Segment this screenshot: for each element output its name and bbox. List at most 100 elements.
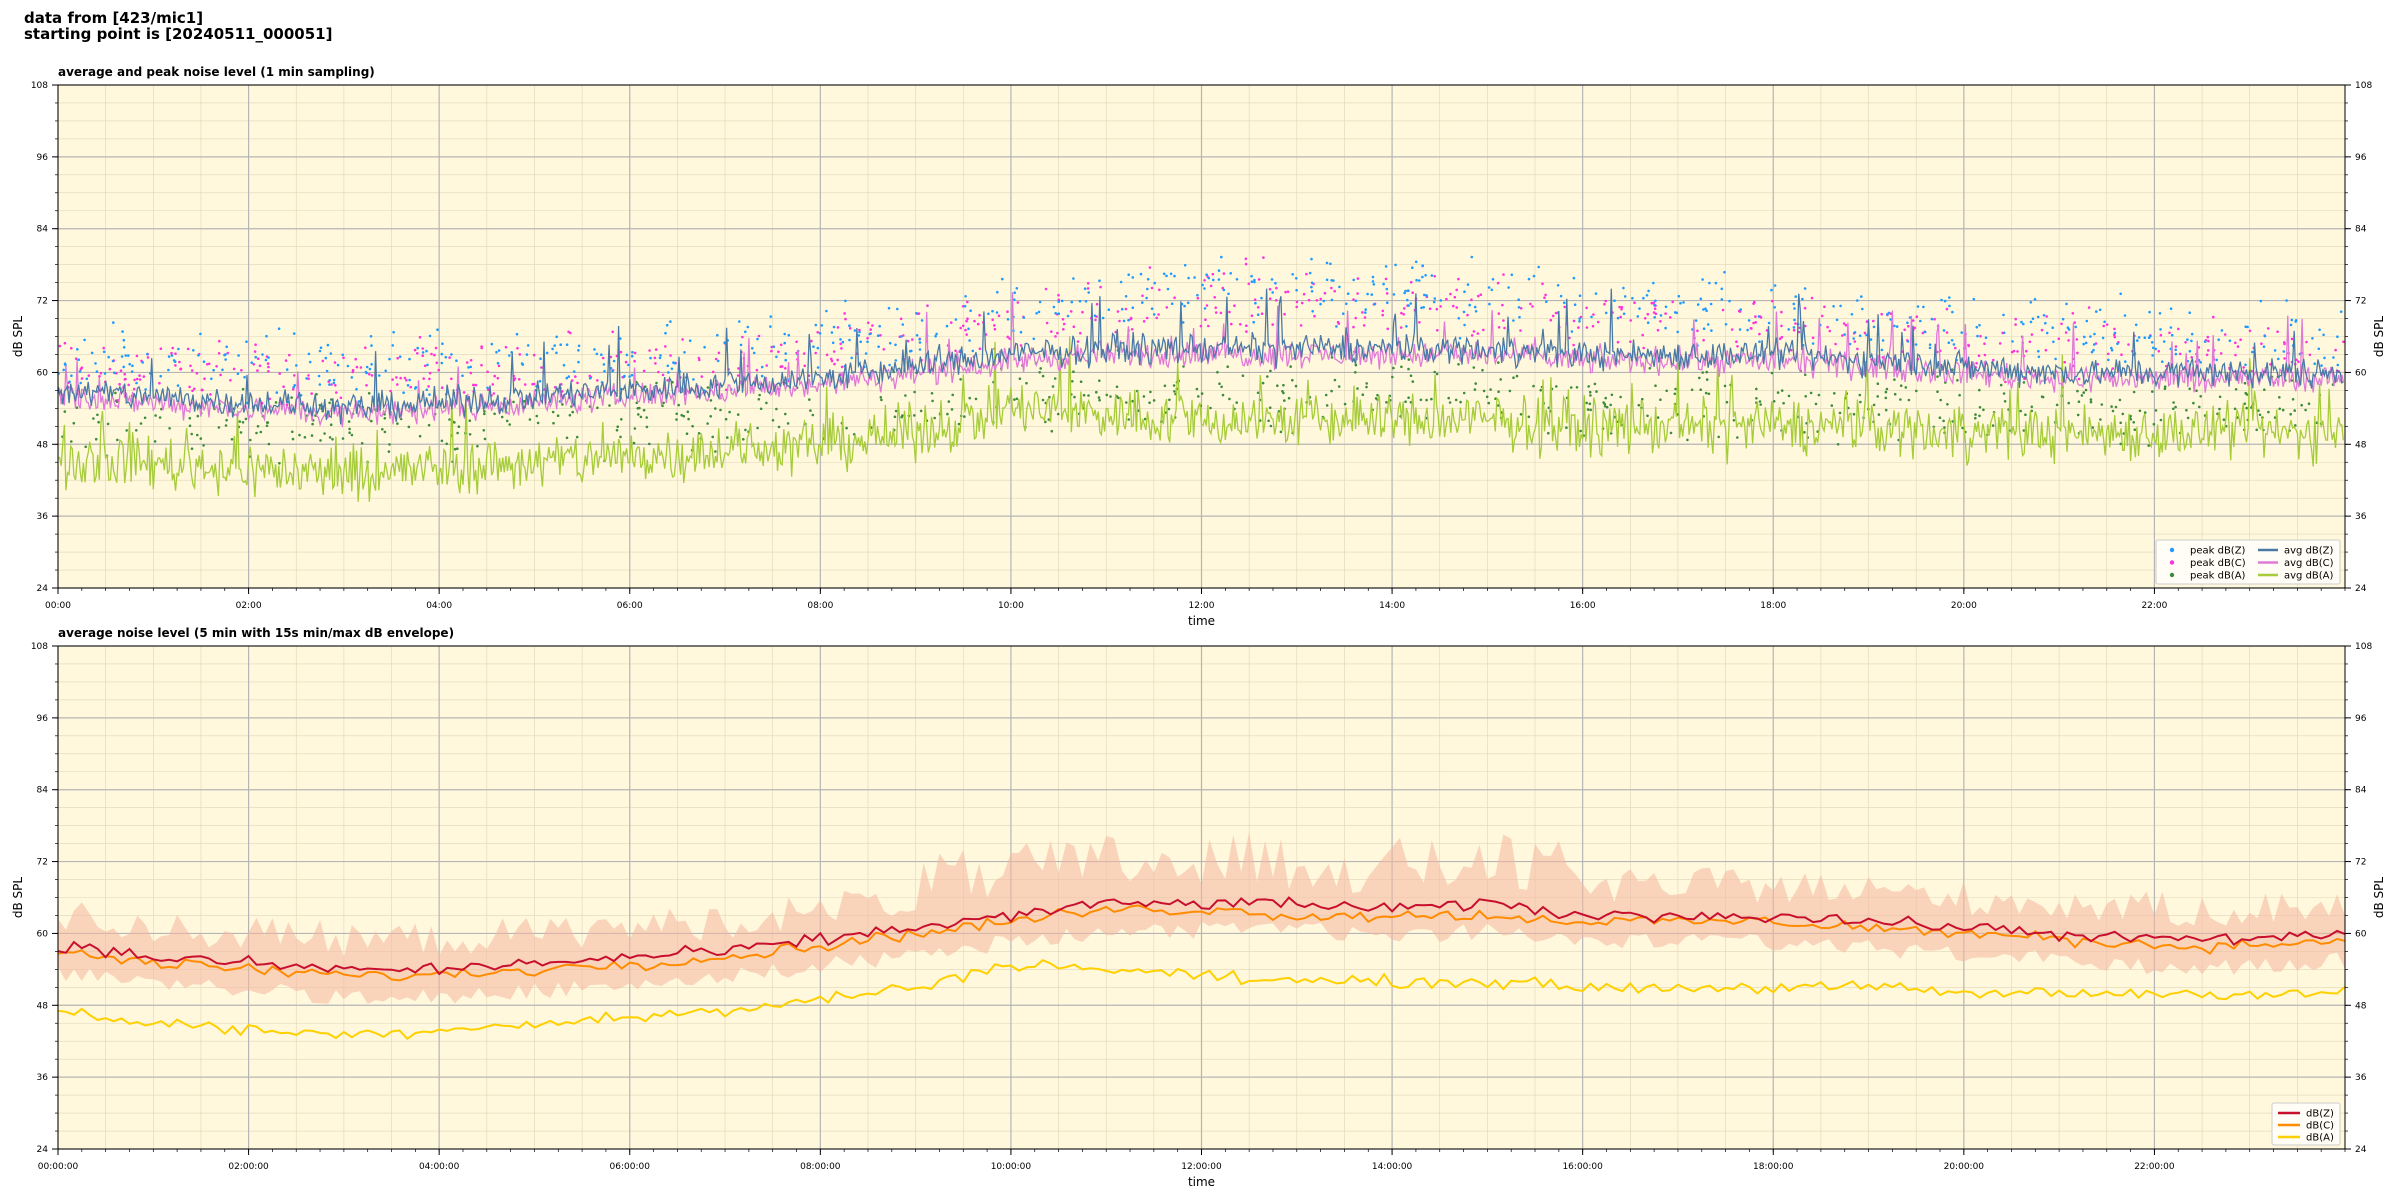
peak-dot	[2045, 315, 2048, 318]
series-line-db-a-	[58, 959, 2345, 1041]
peak-dot	[108, 367, 112, 371]
header-line-start: starting point is [20240511_000051]	[24, 25, 333, 43]
peak-dot	[1125, 401, 1128, 404]
peak-dot	[1139, 272, 1143, 276]
peak-dot	[612, 359, 616, 363]
peak-dot	[141, 361, 144, 364]
peak-dot	[845, 426, 848, 430]
peak-dot	[2212, 315, 2215, 319]
peak-dot	[2244, 363, 2247, 367]
peak-dot	[700, 375, 704, 378]
peak-dot	[2206, 335, 2210, 339]
peak-dot	[1325, 261, 1329, 265]
peak-dot	[1732, 419, 1736, 422]
peak-dot	[2031, 317, 2035, 321]
peak-dot	[848, 338, 851, 342]
peak-dot	[1053, 377, 1057, 380]
peak-dot	[877, 345, 880, 349]
y-tick-label-right: 24	[2355, 584, 2367, 594]
peak-dot	[388, 443, 391, 446]
peak-dot	[293, 374, 296, 377]
peak-dot	[2318, 328, 2321, 332]
peak-dot	[1975, 325, 1979, 329]
peak-dot	[2190, 332, 2194, 336]
peak-dot	[709, 399, 713, 402]
peak-dot	[969, 309, 972, 313]
peak-dot	[1826, 325, 1829, 329]
peak-dot	[1095, 390, 1098, 394]
peak-dot	[94, 362, 97, 365]
peak-dot	[1430, 274, 1434, 277]
peak-dot	[217, 352, 221, 355]
x-tick-label: 08:00	[807, 601, 833, 611]
peak-dot	[1169, 272, 1173, 276]
peak-dot	[1633, 301, 1636, 305]
peak-dot	[1792, 328, 1796, 332]
peak-dot	[1595, 390, 1598, 393]
peak-dot	[1150, 307, 1154, 311]
peak-dot	[1884, 396, 1888, 400]
peak-dot	[1070, 300, 1074, 304]
peak-dot	[810, 339, 813, 343]
peak-dot	[848, 324, 851, 328]
peak-dot	[1654, 384, 1657, 388]
peak-dot	[190, 432, 193, 436]
peak-dot	[178, 360, 181, 364]
peak-dot	[1539, 388, 1542, 392]
peak-dot	[1518, 315, 1521, 319]
peak-dot	[1452, 304, 1455, 308]
peak-dot	[2234, 388, 2238, 391]
peak-dot	[642, 369, 646, 373]
chart-panel-1: average and peak noise level (1 min samp…	[11, 65, 2386, 628]
peak-dot	[1701, 371, 1704, 374]
peak-dot	[1838, 411, 1842, 415]
peak-dot	[2289, 323, 2293, 327]
peak-dot	[2040, 395, 2044, 399]
peak-dot	[783, 332, 786, 336]
peak-dot	[1629, 340, 1632, 344]
peak-dot	[1702, 327, 1706, 331]
peak-dot	[1459, 400, 1462, 404]
peak-dot	[667, 371, 670, 374]
peak-dot	[2077, 400, 2081, 404]
peak-dot	[465, 361, 469, 364]
peak-dot	[2242, 366, 2245, 369]
peak-dot	[267, 365, 270, 369]
peak-dot	[2289, 412, 2292, 416]
peak-dot	[348, 431, 351, 435]
peak-dot	[285, 368, 289, 371]
peak-dot	[2251, 350, 2254, 354]
peak-dot	[486, 370, 489, 374]
peak-dot	[2114, 405, 2118, 409]
peak-dot	[1709, 302, 1713, 306]
peak-dot	[795, 340, 798, 344]
peak-dot	[1466, 283, 1470, 286]
peak-dot	[1462, 391, 1466, 395]
peak-dot	[1590, 315, 1593, 319]
min-max-envelope	[58, 832, 2345, 1004]
peak-dot	[2170, 333, 2174, 337]
peak-dot	[1758, 332, 1761, 336]
peak-dot	[603, 369, 606, 373]
peak-dot	[1411, 291, 1414, 295]
peak-dot	[1477, 294, 1480, 298]
series-line-avg-db-z-	[58, 288, 2344, 425]
peak-dot	[1893, 378, 1896, 381]
peak-dot	[2002, 392, 2006, 395]
peak-dot	[2120, 353, 2123, 357]
peak-dot	[535, 414, 539, 418]
peak-dot	[1241, 374, 1245, 378]
peak-dot	[968, 339, 971, 342]
peak-dot	[1066, 314, 1070, 318]
peak-dot	[2313, 362, 2316, 366]
x-tick-label: 12:00:00	[1181, 1162, 1222, 1172]
x-axis-label: time	[1188, 1175, 1215, 1189]
peak-dot	[58, 344, 62, 348]
peak-dot	[90, 351, 94, 355]
peak-dot	[1082, 393, 1086, 397]
peak-dot	[1203, 287, 1206, 290]
peak-dot	[395, 376, 398, 379]
peak-dot	[619, 435, 622, 439]
peak-dot	[236, 372, 240, 376]
peak-dot	[1168, 398, 1171, 402]
